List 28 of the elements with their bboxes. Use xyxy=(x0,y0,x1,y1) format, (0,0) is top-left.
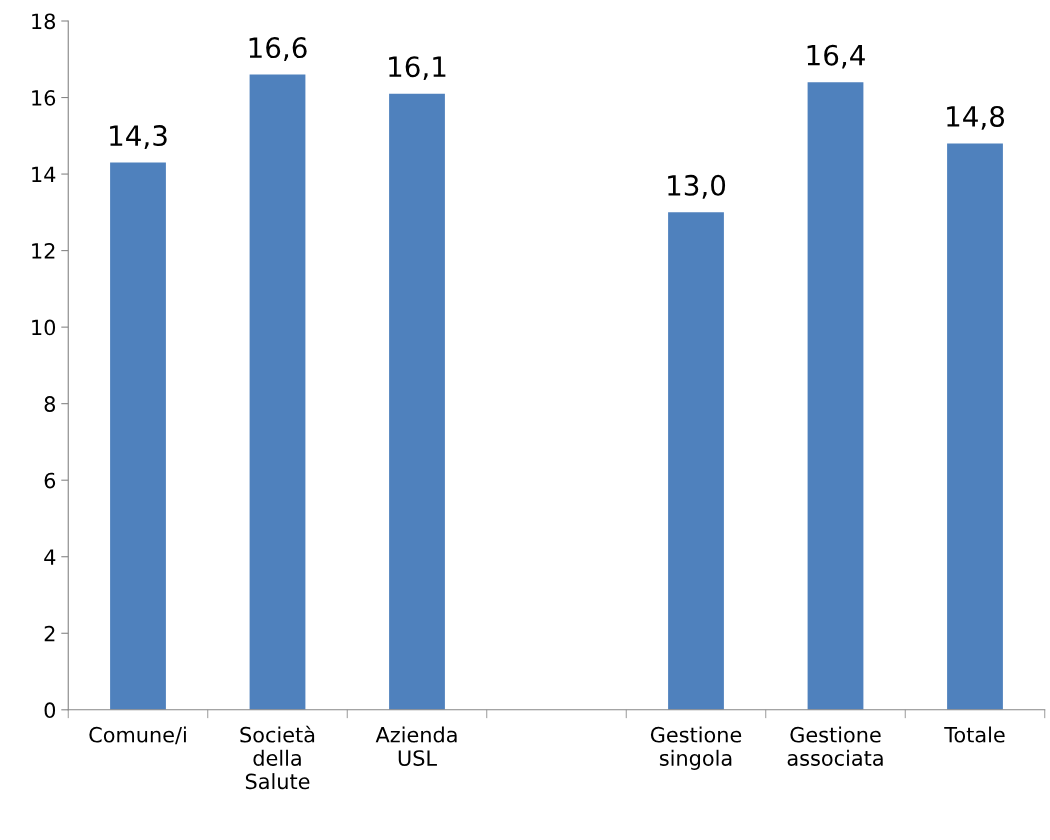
y-tick-label: 8 xyxy=(44,396,56,412)
y-tick-label: 12 xyxy=(32,243,55,259)
data-label: 14,3 xyxy=(110,125,167,149)
x-tick-label: Gestione singola xyxy=(650,726,742,770)
x-tick-label: Società della Salute xyxy=(240,725,315,790)
bar xyxy=(668,212,724,710)
bar xyxy=(110,162,166,710)
data-label: 16,6 xyxy=(249,37,307,61)
bar xyxy=(807,82,864,710)
data-label: 16,4 xyxy=(807,44,865,69)
data-label: 14,8 xyxy=(947,105,1005,130)
y-tick-label: 4 xyxy=(44,549,56,565)
y-tick-label: 16 xyxy=(32,89,56,106)
y-tick-label: 18 xyxy=(32,13,56,30)
bar xyxy=(249,74,306,710)
bar xyxy=(947,143,1003,710)
data-label: 16,1 xyxy=(389,56,446,81)
y-tick-label: 14 xyxy=(32,166,56,182)
y-tick-label: 2 xyxy=(44,625,55,642)
x-tick-label: Comune/i xyxy=(89,726,186,745)
data-label: 13,0 xyxy=(668,174,726,199)
x-tick-label: Gestione associata xyxy=(787,726,883,766)
y-tick-label: 10 xyxy=(32,319,56,336)
x-tick-label: Totale xyxy=(944,726,1005,743)
y-tick-label: 0 xyxy=(44,702,56,719)
y-tick-label: 6 xyxy=(44,472,56,489)
x-tick-label: Azienda USL xyxy=(375,726,457,766)
bar xyxy=(389,93,445,710)
